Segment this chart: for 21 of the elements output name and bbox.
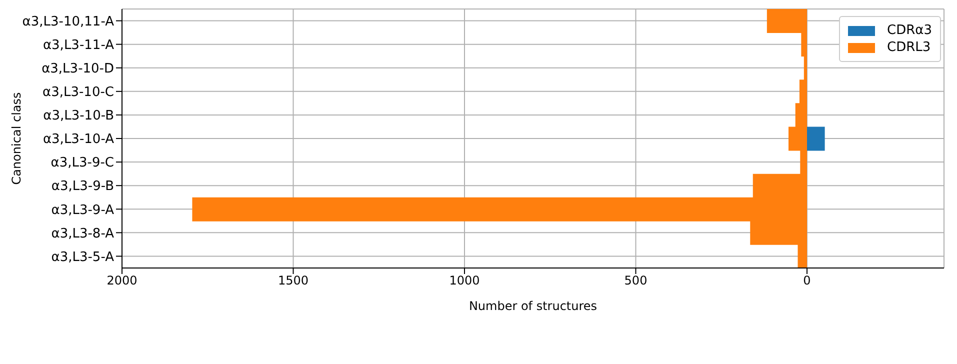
y-tick-label: α3,L3-10,11-A <box>22 14 114 30</box>
bar <box>807 126 825 151</box>
y-tick-label: α3,L3-10-B <box>43 108 114 124</box>
y-tick-label: α3,L3-10-A <box>42 132 114 148</box>
x-tick-label: 1500 <box>278 274 309 288</box>
y-tick-label: α3,L3-9-B <box>51 179 114 194</box>
y-tick-label: α3,L3-5-A <box>51 250 114 265</box>
y-tick-label: α3,L3-10-C <box>42 85 114 100</box>
legend-label: CDRα3 <box>887 23 932 38</box>
y-tick-label: α3,L3-11-A <box>42 38 114 53</box>
x-tick-label: 500 <box>624 274 648 288</box>
x-tick-label: 1000 <box>449 274 480 288</box>
y-tick-label: α3,L3-9-A <box>51 202 114 218</box>
y-tick-label: α3,L3-8-A <box>51 226 114 242</box>
y-axis-title: Canonical class <box>9 92 24 185</box>
x-axis-title: Number of structures <box>468 299 598 313</box>
x-tick-label: 2000 <box>106 274 138 288</box>
x-tick-label: 0 <box>803 274 811 288</box>
y-tick-label: α3,L3-9-C <box>50 156 114 171</box>
legend-label: CDRL3 <box>887 40 931 55</box>
y-tick-label: α3,L3-10-D <box>42 61 114 76</box>
